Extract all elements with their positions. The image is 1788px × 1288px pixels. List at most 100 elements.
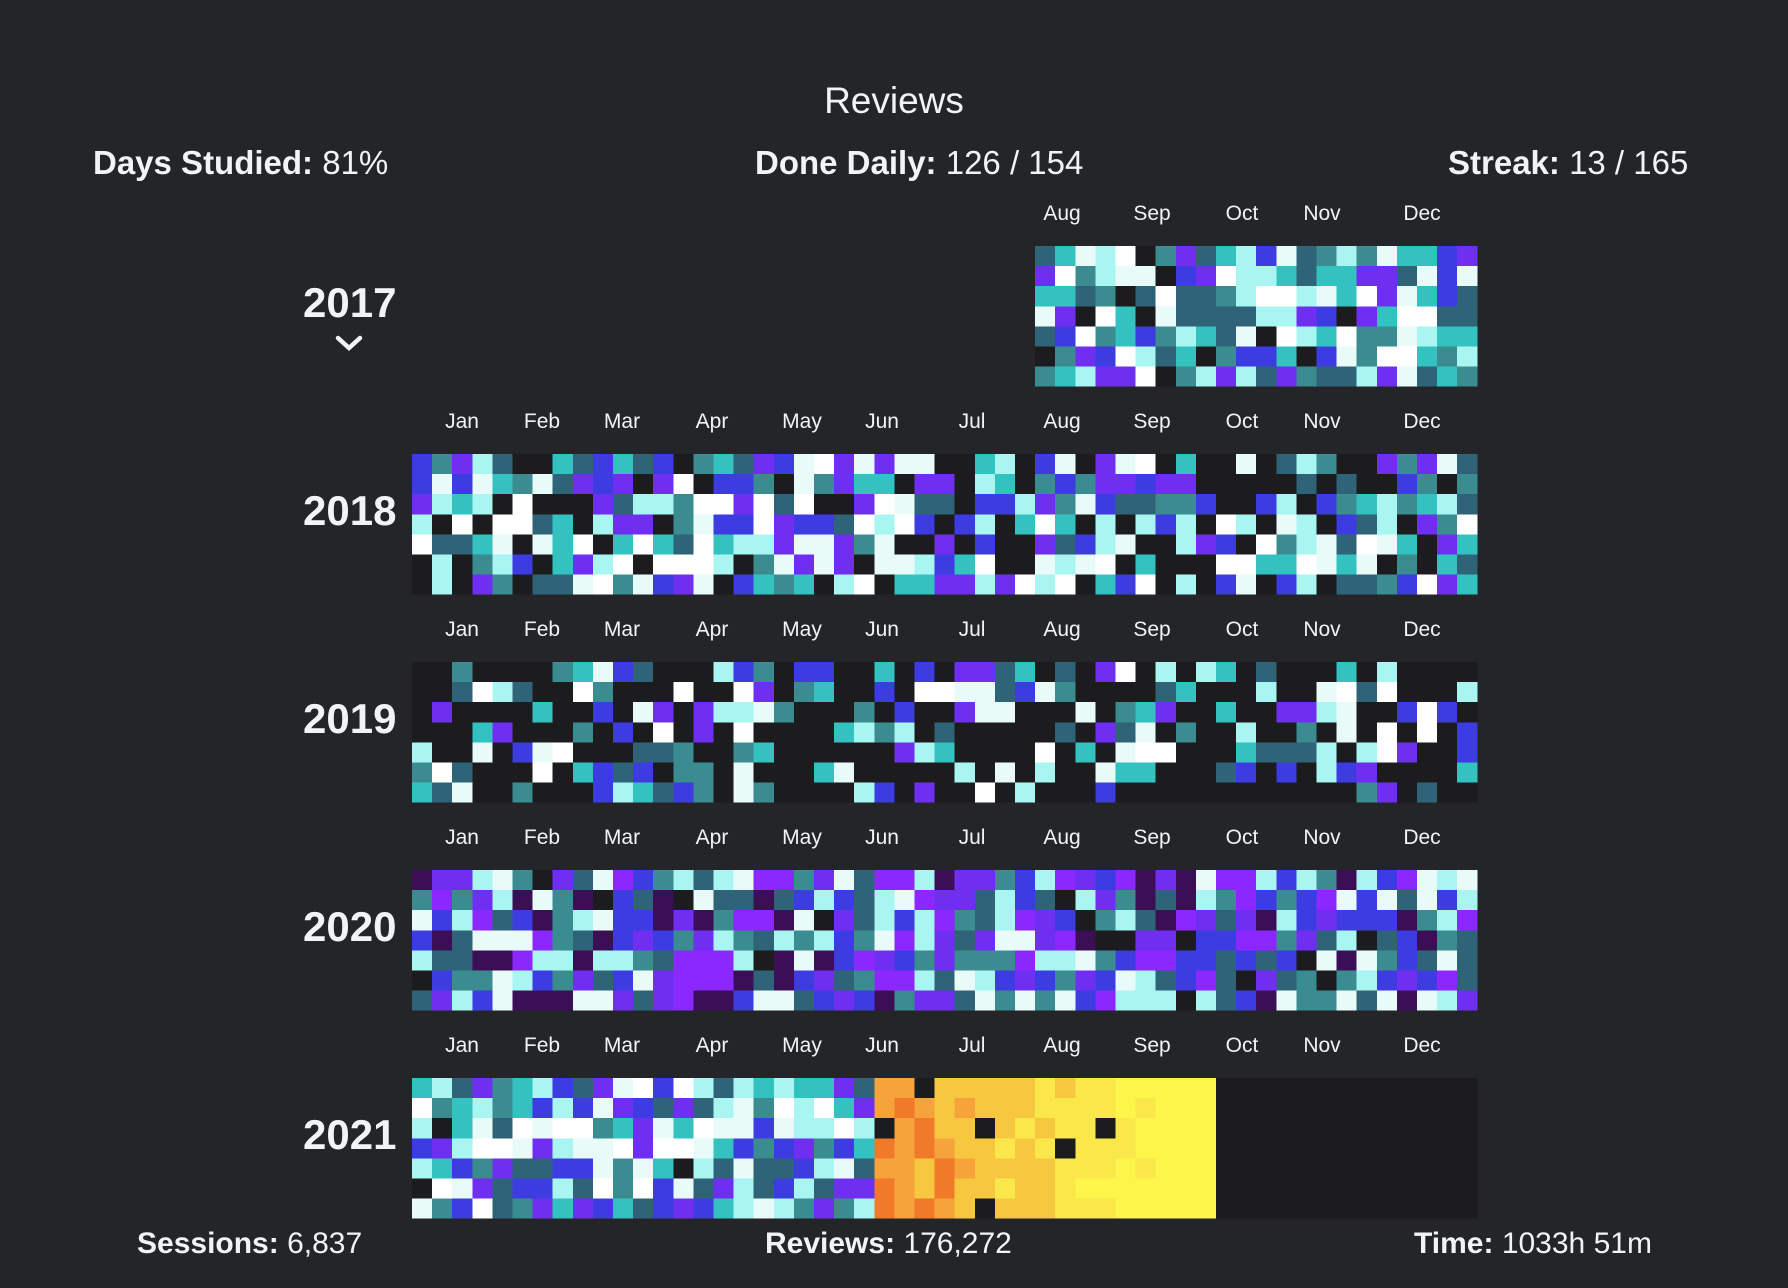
day-cell[interactable]: [1276, 910, 1297, 931]
day-cell[interactable]: [854, 1098, 875, 1119]
day-cell[interactable]: [954, 762, 975, 783]
day-cell[interactable]: [854, 910, 875, 931]
day-cell[interactable]: [1015, 930, 1036, 951]
day-cell[interactable]: [693, 1158, 714, 1179]
day-cell[interactable]: [1075, 930, 1096, 951]
day-cell[interactable]: [1296, 266, 1317, 287]
day-cell[interactable]: [793, 970, 814, 991]
day-cell[interactable]: [713, 930, 734, 951]
day-cell[interactable]: [532, 702, 553, 723]
day-cell[interactable]: [1256, 326, 1277, 347]
day-cell[interactable]: [753, 702, 774, 723]
day-cell[interactable]: [1276, 930, 1297, 951]
day-cell[interactable]: [1195, 722, 1216, 743]
day-cell[interactable]: [1115, 346, 1136, 367]
day-cell[interactable]: [653, 742, 674, 763]
day-cell[interactable]: [472, 910, 493, 931]
day-cell[interactable]: [954, 1078, 975, 1099]
day-cell[interactable]: [733, 662, 754, 683]
day-cell[interactable]: [994, 1118, 1015, 1139]
day-cell[interactable]: [592, 990, 613, 1011]
day-cell[interactable]: [592, 782, 613, 803]
day-cell[interactable]: [452, 1138, 473, 1159]
day-cell[interactable]: [1055, 326, 1076, 347]
day-cell[interactable]: [753, 870, 774, 891]
day-cell[interactable]: [1135, 662, 1156, 683]
day-cell[interactable]: [552, 970, 573, 991]
day-cell[interactable]: [1015, 782, 1036, 803]
day-cell[interactable]: [894, 1178, 915, 1199]
day-cell[interactable]: [733, 990, 754, 1011]
day-cell[interactable]: [1216, 1158, 1237, 1179]
day-cell[interactable]: [894, 990, 915, 1011]
day-cell[interactable]: [1256, 1178, 1277, 1199]
day-cell[interactable]: [954, 1198, 975, 1219]
day-cell[interactable]: [773, 1198, 794, 1219]
day-cell[interactable]: [432, 1178, 453, 1199]
day-cell[interactable]: [1276, 742, 1297, 763]
day-cell[interactable]: [492, 722, 513, 743]
day-cell[interactable]: [1135, 870, 1156, 891]
day-cell[interactable]: [1035, 950, 1056, 971]
day-cell[interactable]: [713, 890, 734, 911]
day-cell[interactable]: [613, 474, 634, 495]
day-cell[interactable]: [472, 574, 493, 595]
day-cell[interactable]: [613, 1118, 634, 1139]
day-cell[interactable]: [412, 930, 433, 951]
day-cell[interactable]: [1175, 722, 1196, 743]
day-cell[interactable]: [1236, 722, 1257, 743]
day-cell[interactable]: [1316, 1078, 1337, 1099]
day-cell[interactable]: [1216, 682, 1237, 703]
day-cell[interactable]: [552, 870, 573, 891]
day-cell[interactable]: [994, 1078, 1015, 1099]
day-cell[interactable]: [1115, 910, 1136, 931]
day-cell[interactable]: [954, 1098, 975, 1119]
day-cell[interactable]: [653, 474, 674, 495]
day-cell[interactable]: [1296, 1078, 1317, 1099]
day-cell[interactable]: [753, 1178, 774, 1199]
day-cell[interactable]: [1276, 890, 1297, 911]
day-cell[interactable]: [934, 682, 955, 703]
day-cell[interactable]: [1195, 970, 1216, 991]
day-cell[interactable]: [673, 910, 694, 931]
day-cell[interactable]: [974, 662, 995, 683]
day-cell[interactable]: [673, 1118, 694, 1139]
day-cell[interactable]: [1155, 782, 1176, 803]
day-cell[interactable]: [653, 1158, 674, 1179]
day-cell[interactable]: [613, 1198, 634, 1219]
day-cell[interactable]: [1135, 1118, 1156, 1139]
day-cell[interactable]: [592, 1138, 613, 1159]
day-cell[interactable]: [673, 890, 694, 911]
day-cell[interactable]: [1216, 1098, 1237, 1119]
day-cell[interactable]: [753, 722, 774, 743]
day-cell[interactable]: [974, 474, 995, 495]
day-cell[interactable]: [492, 1198, 513, 1219]
day-cell[interactable]: [914, 930, 935, 951]
day-cell[interactable]: [773, 574, 794, 595]
day-cell[interactable]: [572, 1098, 593, 1119]
day-cell[interactable]: [1075, 782, 1096, 803]
day-cell[interactable]: [834, 762, 855, 783]
day-cell[interactable]: [1236, 514, 1257, 535]
day-cell[interactable]: [1195, 514, 1216, 535]
day-cell[interactable]: [1396, 554, 1417, 575]
day-cell[interactable]: [592, 554, 613, 575]
day-cell[interactable]: [954, 742, 975, 763]
day-cell[interactable]: [1175, 1178, 1196, 1199]
day-cell[interactable]: [1175, 246, 1196, 267]
day-cell[interactable]: [1015, 554, 1036, 575]
day-cell[interactable]: [1195, 306, 1216, 327]
day-cell[interactable]: [874, 742, 895, 763]
day-cell[interactable]: [1336, 474, 1357, 495]
day-cell[interactable]: [1296, 306, 1317, 327]
day-cell[interactable]: [1457, 722, 1478, 743]
day-cell[interactable]: [532, 1118, 553, 1139]
day-cell[interactable]: [894, 662, 915, 683]
day-cell[interactable]: [1035, 554, 1056, 575]
day-cell[interactable]: [874, 870, 895, 891]
day-cell[interactable]: [512, 970, 533, 991]
day-cell[interactable]: [492, 870, 513, 891]
day-cell[interactable]: [914, 990, 935, 1011]
day-cell[interactable]: [1376, 1078, 1397, 1099]
day-cell[interactable]: [432, 534, 453, 555]
